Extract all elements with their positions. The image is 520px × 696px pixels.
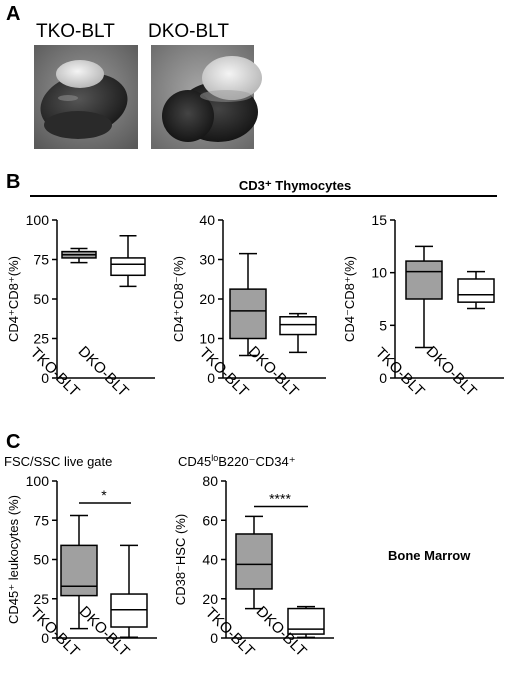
y-tick-label: 100 [26, 473, 50, 489]
y-tick-label: 0 [379, 370, 387, 386]
y-tick-label: 30 [199, 252, 215, 268]
box-iqr [279, 316, 317, 336]
chart-title: FSC/SSC live gate [4, 454, 112, 469]
y-tick-label: 10 [199, 331, 215, 347]
y-tick-label: 80 [202, 473, 218, 489]
y-tick-label: 40 [202, 552, 218, 568]
box-tko-blt [405, 245, 443, 349]
box-dko-blt [279, 312, 317, 354]
panel-b-letter: B [6, 171, 20, 193]
y-tick-label: 25 [33, 331, 49, 347]
box-dko-blt [110, 235, 146, 288]
box-iqr [60, 544, 98, 597]
box-dko-blt [287, 605, 325, 639]
y-tick-label: 60 [202, 512, 218, 528]
y-tick-label: 20 [202, 591, 218, 607]
x-tick-label: TKO-BLT [27, 344, 83, 400]
y-axis-label: CD4⁺CD8⁺(%) [6, 256, 21, 342]
significance-stars: **** [269, 491, 291, 507]
y-tick-label: 5 [379, 317, 387, 333]
panel-b-title: CD3⁺ Thymocytes [239, 178, 351, 193]
box-iqr [405, 260, 443, 300]
box-dko-blt [457, 270, 495, 310]
y-tick-label: 50 [33, 291, 49, 307]
photo-label-dko: DKO-BLT [148, 21, 229, 42]
box-iqr [110, 257, 146, 277]
box-iqr [457, 278, 495, 303]
y-tick-label: 0 [210, 630, 218, 646]
chart-title: CD45loB220⁻CD34⁺ [178, 453, 296, 469]
x-tick-label: DKO-BLT [245, 343, 302, 400]
box-dko-blt [110, 544, 148, 638]
photo-label-tko: TKO-BLT [36, 21, 115, 42]
box-iqr [235, 533, 273, 590]
box-iqr [287, 607, 325, 635]
y-axis-label: CD4⁻CD8⁺(%) [342, 256, 357, 342]
x-tick-label: DKO-BLT [423, 343, 480, 400]
box-tko-blt [61, 247, 97, 264]
box-tko-blt [229, 252, 267, 357]
y-tick-label: 40 [199, 212, 215, 228]
y-tick-label: 25 [33, 591, 49, 607]
box-iqr [110, 593, 148, 628]
y-axis-label: CD38⁻HSC (%) [173, 514, 188, 605]
y-axis-label: CD4⁺CD8⁻(%) [171, 256, 186, 342]
box-tko-blt [235, 515, 273, 610]
box-tko-blt [60, 514, 98, 630]
y-tick-label: 20 [199, 291, 215, 307]
y-tick-label: 0 [41, 370, 49, 386]
chart-4: FSC/SSC live gate 0 25 50 75 100 CD45⁺ leukocy… [4, 454, 157, 660]
y-tick-label: 0 [41, 630, 49, 646]
y-tick-label: 75 [33, 512, 49, 528]
photo-tko-blt [34, 45, 138, 149]
y-tick-label: 15 [371, 212, 387, 228]
significance-stars: * [101, 487, 107, 503]
y-tick-label: 10 [371, 265, 387, 281]
x-tick-label: TKO-BLT [27, 604, 83, 660]
y-tick-label: 100 [26, 212, 50, 228]
bone-marrow-label: Bone Marrow [388, 548, 471, 563]
y-tick-label: 75 [33, 252, 49, 268]
y-tick-label: 50 [33, 552, 49, 568]
panel-a-letter: A [6, 3, 20, 25]
panel-c-letter: C [6, 431, 20, 453]
x-tick-label: DKO-BLT [75, 343, 132, 400]
x-tick-label: TKO-BLT [196, 344, 252, 400]
photo-dko-blt [151, 45, 262, 149]
y-axis-label: CD45⁺ leukocytes (%) [6, 495, 21, 624]
box-iqr [229, 288, 267, 340]
y-tick-label: 0 [207, 370, 215, 386]
